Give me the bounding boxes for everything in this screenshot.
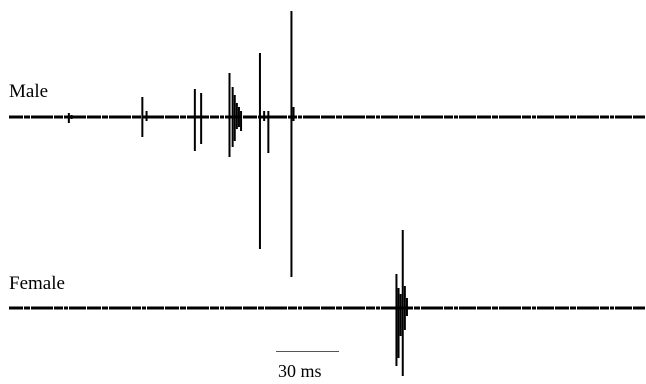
male-trace: [9, 11, 645, 277]
male-trace-label: Male: [9, 81, 49, 102]
female-trace: [9, 230, 645, 376]
female-trace-label: Female: [9, 273, 65, 294]
time-scale-label: 30 ms: [278, 361, 322, 381]
time-scale-bar: [276, 351, 339, 352]
